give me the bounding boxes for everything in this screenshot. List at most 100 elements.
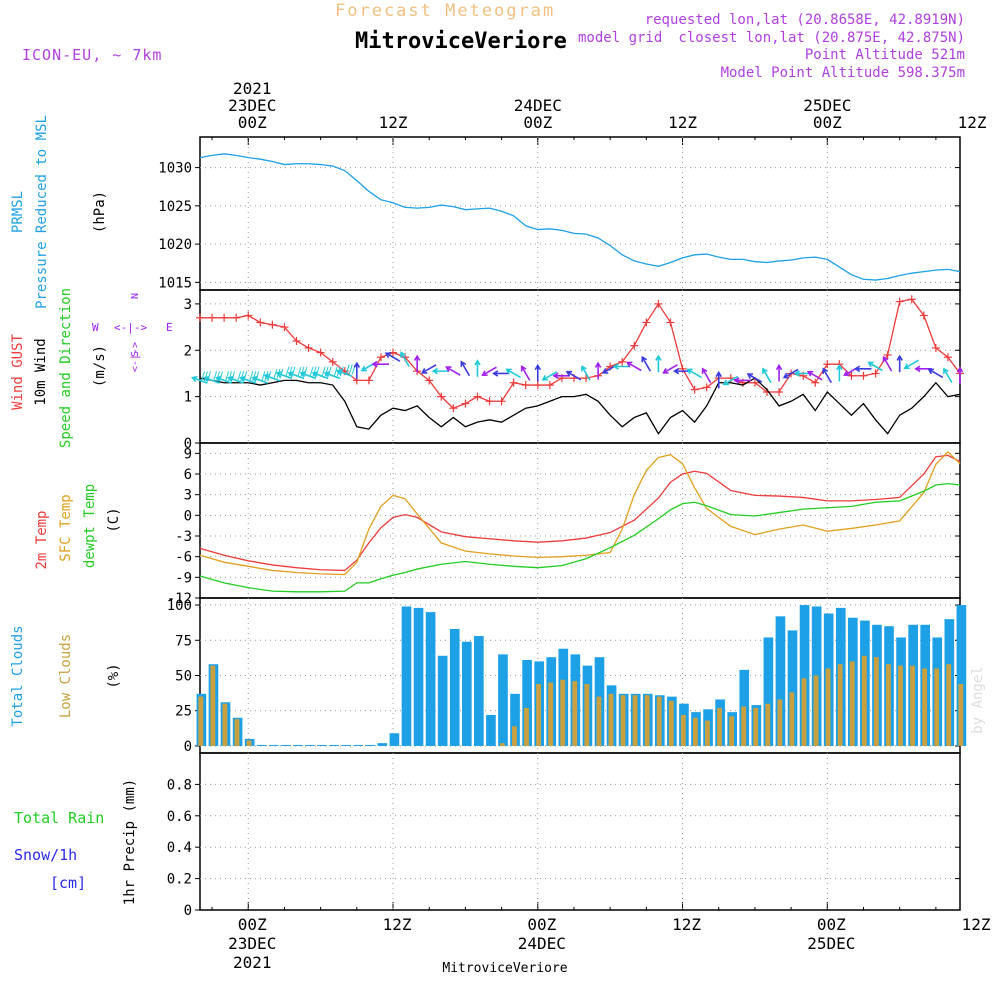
wind-direction-arrow [868,361,883,372]
low-clouds-bar [861,655,867,746]
clouds-ytick-label: 0 [184,739,192,755]
prmsl-line [199,153,961,281]
low-clouds-bar [198,696,204,746]
temp-ytick-label: 6 [184,467,192,483]
wind-direction-arrow [521,366,531,381]
wind-arrow-head [903,363,910,370]
wind-arrow-head [601,368,609,374]
top-time-label: 12Z [379,113,408,132]
wind-arrow-head [686,368,693,375]
total-clouds-bar [413,607,424,746]
low-clouds-bar [222,703,228,746]
low-clouds-bar [922,668,928,746]
wind-arrow-head [287,371,295,378]
wind-arrow-head [520,365,527,372]
wind-arrow-head [335,368,343,376]
wind-arrow-head [353,361,361,368]
wind-arrow-head [896,354,903,361]
temp-frame [199,442,961,599]
dewpt-label: dewpt Temp [82,484,98,568]
wind-direction-arrow [943,368,953,384]
wind-barb-feather [333,366,338,377]
total-clouds-bar [461,641,472,746]
precip-ytick-label: 0.4 [167,840,192,856]
wind-barb-feather [345,364,350,375]
wind-barb-feather [285,366,290,377]
wind-arrow-head [323,371,331,378]
top-time-label: 24DEC [514,96,562,115]
wind-ytick-label: 3 [184,297,192,313]
low-clouds-bar [801,678,807,746]
low-clouds-bar [632,695,638,746]
precip-ytick-label: 0 [184,903,192,919]
wind-direction-arrow [807,371,823,381]
wind-arrow-head [505,368,512,375]
wind-barb-feather [201,371,205,382]
wind-arrow-head [793,370,800,377]
bottom-time-label: 24DEC [518,934,566,953]
low-clouds-bar [825,668,831,746]
wind-direction-arrow [312,372,329,380]
wind-direction-arrow [626,361,642,372]
bottom-time-label: 12Z [672,915,701,934]
wind-arrow-head [722,379,729,386]
wind-arrow-head [806,370,814,377]
pressure-msl-label: Pressure Reduced to MSL [34,115,50,309]
wind-arrow-head [413,354,421,361]
wind-direction-arrow [421,364,437,374]
bottom-time-label: 12Z [383,915,412,934]
total-clouds-bar [389,733,400,746]
precip-panel: 0 0.2 0.4 0.6 0.8 [167,752,961,919]
wind-arrow-head [867,361,874,368]
temp-units: (C) [106,507,122,532]
top-time-label: 00Z [238,113,267,132]
clouds-ytick-label: 75 [175,633,192,649]
total-clouds-bar [268,744,279,746]
pressure-ytick-label: 1030 [158,161,192,177]
low-clouds-bar [246,740,252,746]
wind-arrow-head [655,354,662,361]
closest-coords: closest lon,lat (20.875E, 42.875N) [678,30,965,46]
low-clouds-bar [692,717,698,746]
wind-barb-feather [297,366,302,377]
temp2m-label: 2m Temp [34,510,50,569]
wind-barb-feather [261,371,266,382]
wind-arrow-head [384,352,392,358]
temp-ytick-label: 0 [184,508,192,524]
total-clouds-bar [437,655,448,746]
precip-labels: Total Rain Snow/1h [cm] 1hr Precip (mm) [14,779,138,905]
top-time-label: 12Z [668,113,697,132]
wind-barb-feather [237,371,242,382]
wind-direction-arrow [216,376,232,384]
wind-direction-arrow [385,352,401,362]
wind-direction-arrow [252,376,269,384]
low-clouds-bar [668,700,674,746]
wind-gust-line [200,298,961,409]
wind-arrow-head [733,377,740,384]
compass-s: S [130,351,141,357]
low-clouds-bar [934,668,940,746]
total-clouds-bar [763,637,774,746]
wind-arrow-head [836,363,843,371]
wind-arrow-head [626,361,633,368]
temp-ytick-label: -12 [167,591,192,607]
wind-arrow-head [299,371,307,378]
wind-direction-arrow [336,369,353,377]
wind-direction-arrow [928,368,944,379]
model-label: ICON-EU, ~ 7km [22,46,162,64]
low-clouds-bar [837,664,843,746]
wind-arrow-head [275,371,282,378]
wind-arrow-head [474,359,481,366]
compass-arrows-ns: <-|-> [130,342,141,372]
low-clouds-bar [813,675,819,746]
low-clouds-bar [572,681,578,746]
low-clouds-bar [512,726,517,746]
wind-arrow-head [541,375,548,381]
wind-barb-feather [225,371,230,382]
wind-arrow-head [581,365,587,372]
wind-arrow-head [492,370,499,377]
low-clouds-bar [560,679,566,746]
wind-arrow-head [191,375,198,383]
speed-direction-label: Speed and Direction [58,288,74,448]
